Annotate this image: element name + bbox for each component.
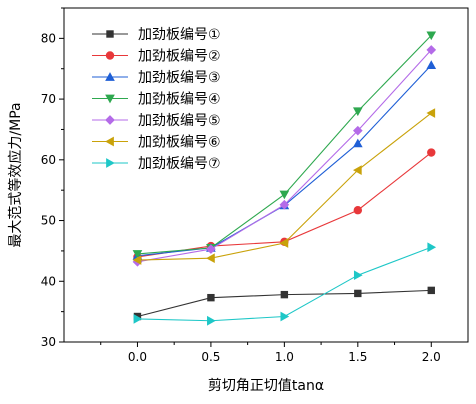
data-point: [133, 314, 143, 324]
legend-item: 加劲板编号⑤: [92, 113, 221, 129]
legend: 加劲板编号① 加劲板编号② 加劲板编号③ 加劲板编号④ 加劲板编号⑤ 加劲板编号⑥ 加劲板编…: [92, 27, 221, 172]
series-6: [132, 108, 436, 265]
y-tick-label: 70: [41, 92, 56, 106]
legend-marker: [105, 94, 115, 104]
legend-marker: [106, 158, 115, 168]
legend-item: 加劲板编号④: [92, 92, 221, 108]
legend-item: 加劲板编号⑥: [92, 135, 221, 151]
data-point: [279, 199, 290, 210]
series-7: [133, 242, 437, 326]
data-point: [280, 290, 289, 299]
data-point: [353, 270, 363, 281]
legend-item: 加劲板编号②: [92, 49, 221, 65]
data-point: [280, 311, 290, 322]
data-point: [207, 293, 215, 302]
legend-label: 加劲板编号①: [138, 27, 221, 43]
data-point: [426, 31, 437, 41]
x-tick-label: 1.5: [348, 350, 367, 364]
data-point: [132, 255, 142, 265]
legend-item: 加劲板编号①: [92, 27, 221, 43]
data-point: [426, 45, 437, 55]
data-point: [132, 250, 143, 259]
legend-label: 加劲板编号⑤: [138, 113, 221, 129]
x-tick-label: 0.0: [128, 350, 147, 364]
plot-frame: [63, 7, 469, 343]
legend-marker: [105, 51, 115, 60]
legend-marker: [105, 72, 115, 81]
data-point: [426, 60, 437, 69]
y-tick-label: 40: [41, 274, 56, 288]
legend-marker: [106, 30, 114, 38]
legend-marker: [105, 136, 114, 147]
legend-label: 加劲板编号④: [138, 92, 221, 108]
y-axis-title: 最大范式等效应力/MPa: [7, 102, 24, 247]
legend-marker: [105, 115, 115, 125]
x-axis-title: 剪切角正切值tanα: [208, 378, 324, 394]
data-point: [279, 190, 290, 200]
data-point: [354, 289, 362, 298]
x-tick-label: 2.0: [422, 350, 441, 364]
data-point: [353, 206, 363, 215]
data-point: [427, 148, 436, 157]
series-line: [137, 246, 432, 322]
axes: 30 40 50 60 70 80 0.0 0.5 1.0 1.5 2.0: [41, 7, 441, 364]
data-point: [352, 125, 363, 136]
y-tick-label: 30: [41, 335, 56, 349]
data-point: [427, 242, 437, 253]
data-point: [352, 107, 363, 117]
y-tick-label: 80: [41, 31, 56, 45]
legend-label: 加劲板编号⑥: [138, 135, 221, 151]
y-tick-label: 50: [41, 214, 56, 228]
data-point: [352, 138, 363, 148]
series-layer: [132, 31, 437, 326]
x-tick-label: 0.5: [201, 350, 220, 364]
legend-label: 加劲板编号②: [138, 49, 221, 65]
data-point: [352, 165, 362, 175]
data-point: [206, 253, 215, 264]
data-point: [427, 286, 435, 295]
data-point: [207, 315, 216, 326]
legend-label: 加劲板编号③: [138, 70, 221, 86]
legend-item: 加劲板编号⑦: [92, 156, 221, 172]
x-tick-label: 1.0: [275, 350, 294, 364]
legend-label: 加劲板编号⑦: [138, 156, 221, 172]
data-point: [206, 244, 216, 254]
data-point: [279, 238, 289, 248]
series-4: [132, 31, 437, 259]
data-point: [426, 108, 436, 118]
legend-item: 加劲板编号③: [92, 70, 221, 86]
y-tick-label: 60: [41, 153, 56, 167]
